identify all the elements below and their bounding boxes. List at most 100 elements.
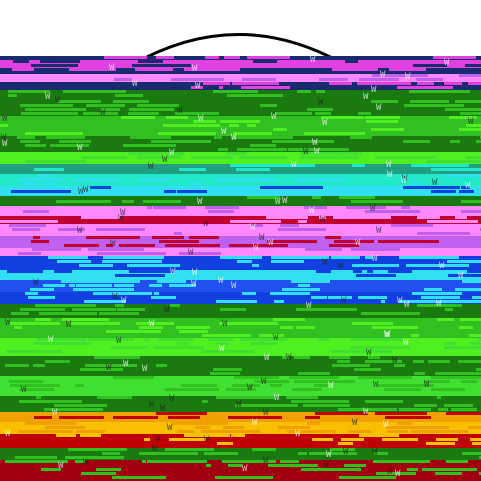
glitch-run	[298, 284, 310, 287]
glitch-run	[339, 196, 375, 199]
glyph-artifact: W	[48, 335, 54, 345]
glitch-run	[445, 308, 453, 311]
glyph-artifact: W	[195, 81, 201, 91]
glitch-run	[11, 190, 71, 193]
glitch-run	[227, 94, 283, 97]
glitch-run	[227, 152, 247, 155]
glitch-run	[329, 244, 359, 247]
glitch-run	[8, 90, 50, 93]
glitch-run	[229, 244, 288, 247]
glitch-run	[388, 270, 412, 273]
glitch-run	[417, 232, 470, 235]
glitch-run	[169, 284, 196, 287]
glyph-artifact: W	[458, 271, 464, 281]
glitch-run	[350, 338, 404, 341]
glitch-run	[25, 292, 38, 295]
glitch-run	[401, 206, 410, 209]
glitch-run	[25, 108, 86, 111]
glyph-artifact: W	[274, 393, 280, 403]
glyph-artifact: W	[250, 223, 256, 233]
glitch-run	[431, 376, 481, 379]
glitch-run	[147, 206, 152, 209]
glyph-artifact: W	[152, 444, 158, 454]
glitch-run	[220, 120, 260, 123]
glyph-artifact: W	[371, 85, 377, 95]
glitch-run	[130, 136, 171, 139]
glitch-run	[129, 108, 174, 111]
glitch-run	[104, 56, 147, 59]
glitch-run	[85, 364, 137, 367]
glyph-artifact: W	[169, 394, 175, 404]
glitch-run	[61, 280, 101, 283]
glitch-run	[57, 260, 91, 263]
glitch-run	[0, 220, 58, 223]
glyph-artifact: W	[320, 215, 326, 225]
glitch-run	[325, 236, 341, 239]
glyph-artifact: W	[77, 143, 83, 153]
glitch-run	[311, 296, 327, 299]
glitch-run	[386, 426, 449, 429]
glitch-run	[9, 224, 46, 227]
glitch-run	[96, 228, 145, 231]
glitch-run	[34, 342, 91, 345]
glitch-run	[15, 456, 57, 459]
glitch-run	[469, 334, 481, 337]
glitch-run	[20, 104, 73, 107]
glitch-run	[19, 430, 73, 433]
glitch-run	[7, 270, 43, 273]
glitch-run	[458, 360, 481, 363]
glitch-run	[304, 206, 327, 209]
glitch-run	[229, 124, 239, 127]
glitch-run	[5, 364, 29, 367]
glitch-run	[34, 416, 52, 419]
glitch-run	[338, 408, 397, 411]
glitch-run	[321, 116, 364, 119]
glitch-run	[222, 460, 276, 463]
glyph-artifact: W	[55, 95, 61, 105]
glyph-artifact: W	[424, 380, 430, 390]
glitch-run	[205, 206, 239, 209]
glyph-artifact: W	[106, 363, 112, 373]
glitch-run	[424, 288, 442, 291]
glitch-run	[348, 430, 371, 433]
glyph-artifact: W	[282, 196, 288, 206]
glitch-run	[329, 356, 350, 359]
glitch-run	[151, 140, 211, 143]
glyph-artifact: W	[376, 226, 382, 236]
glitch-run	[459, 190, 474, 193]
glitch-run	[158, 132, 216, 135]
glyph-artifact: W	[341, 296, 347, 306]
glyph-artifact: W	[309, 206, 315, 216]
glitch-run	[208, 338, 233, 341]
glyph-artifact: W	[402, 174, 408, 184]
glitch-run	[231, 434, 245, 437]
glyph-artifact: W	[436, 299, 442, 309]
glitch-run	[468, 426, 481, 429]
glitch-run	[54, 270, 72, 273]
glitch-run	[455, 216, 467, 219]
glitch-run	[58, 100, 101, 103]
glyph-artifact: W	[132, 79, 138, 89]
glitch-run	[460, 112, 481, 115]
glitch-run	[461, 380, 477, 383]
glitch-run	[358, 112, 371, 115]
glitch-run	[334, 240, 374, 243]
glitch-run	[260, 104, 277, 107]
glitch-run	[280, 224, 299, 227]
glyph-artifact: W	[252, 418, 258, 428]
glitch-run	[260, 186, 323, 189]
glitch-run	[189, 236, 219, 239]
glitch-run	[35, 318, 51, 321]
glitch-run	[171, 78, 224, 81]
glitch-run	[86, 104, 125, 107]
glitch-run	[307, 108, 333, 111]
glitch-run	[411, 430, 468, 433]
glitch-run	[33, 364, 45, 367]
glitch-run	[414, 404, 437, 407]
glitch-run	[81, 216, 120, 219]
glitch-run	[40, 60, 80, 63]
glitch-run	[375, 412, 427, 415]
glitch-run	[433, 56, 476, 59]
glitch-run	[169, 438, 206, 441]
